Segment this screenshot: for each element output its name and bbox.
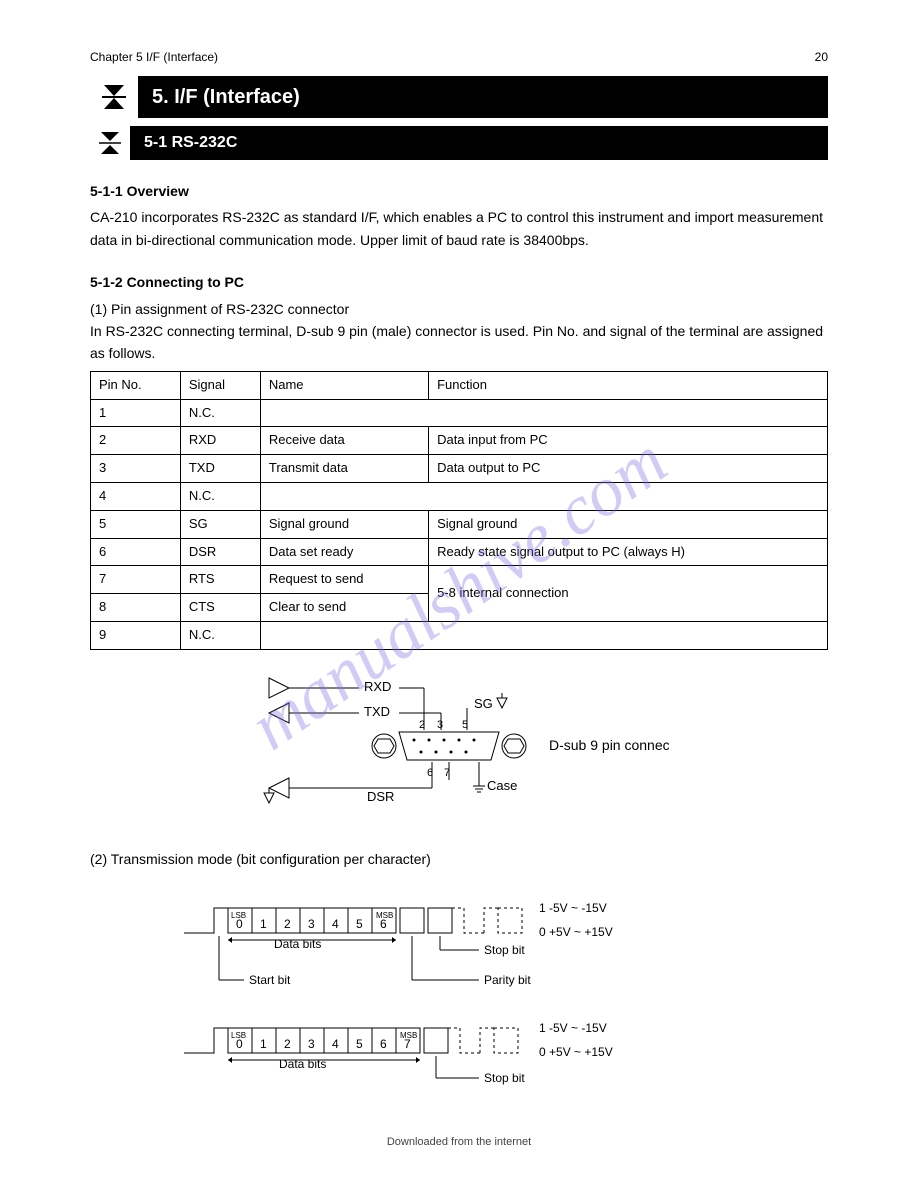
- svg-text:5: 5: [356, 1037, 363, 1051]
- table-row: 4N.C.: [91, 482, 828, 510]
- table-row: 7RTSRequest to send5-8 internal connecti…: [91, 566, 828, 594]
- svg-text:1 -5V ~ -15V: 1 -5V ~ -15V: [539, 901, 607, 915]
- svg-text:2: 2: [284, 1037, 291, 1051]
- svg-text:Data bits: Data bits: [274, 937, 321, 951]
- svg-text:Stop bit: Stop bit: [484, 943, 525, 957]
- svg-text:3: 3: [308, 917, 315, 931]
- dsub-figure: RXD TXD SG 235 67 DSR Case: [90, 668, 828, 834]
- svg-text:5: 5: [356, 917, 363, 931]
- pin-table: Pin No. Signal Name Function 1N.C.2RXDRe…: [90, 371, 828, 650]
- svg-text:1: 1: [260, 1037, 267, 1051]
- page-number-top: 20: [815, 50, 828, 64]
- heading-section-bar: 5-1 RS-232C: [90, 126, 828, 160]
- pin-assign-body: In RS-232C connecting terminal, D-sub 9 …: [90, 320, 828, 365]
- svg-text:Start bit: Start bit: [249, 973, 291, 987]
- svg-text:Parity bit: Parity bit: [484, 973, 531, 987]
- svg-text:2: 2: [284, 917, 291, 931]
- svg-text:7: 7: [404, 1037, 411, 1051]
- svg-text:3: 3: [308, 1037, 315, 1051]
- svg-text:1 -5V ~ -15V: 1 -5V ~ -15V: [539, 1021, 607, 1035]
- timing-figure: LSBMSB 0123456 1 -5V ~ -15V 0 +5V ~ +15V…: [90, 888, 828, 1124]
- svg-text:6: 6: [380, 1037, 387, 1051]
- svg-text:5: 5: [462, 719, 468, 731]
- down-arrow-icon: [90, 126, 130, 160]
- heading-chapter-bar: 5. I/F (Interface): [90, 76, 828, 118]
- pin-table-body: 1N.C.2RXDReceive dataData input from PC3…: [91, 399, 828, 649]
- overview-body: CA-210 incorporates RS-232C as standard …: [90, 206, 828, 251]
- table-row: 9N.C.: [91, 621, 828, 649]
- svg-text:0 +5V ~ +15V: 0 +5V ~ +15V: [539, 925, 613, 939]
- heading-section-title: 5-1 RS-232C: [130, 134, 237, 152]
- svg-text:RXD: RXD: [364, 679, 391, 694]
- svg-text:Case: Case: [487, 778, 517, 793]
- svg-text:SG: SG: [474, 696, 493, 711]
- svg-text:DSR: DSR: [367, 789, 394, 804]
- svg-text:4: 4: [332, 1037, 339, 1051]
- connection-heading: 5-1-2 Connecting to PC: [90, 271, 828, 293]
- table-row: 6DSRData set readyReady state signal out…: [91, 538, 828, 566]
- svg-text:1: 1: [260, 917, 267, 931]
- page-footer: Downloaded from the internet: [0, 1136, 918, 1148]
- table-row: 2RXDReceive dataData input from PC: [91, 427, 828, 455]
- svg-text:0: 0: [236, 917, 243, 931]
- th-signal: Signal: [180, 371, 260, 399]
- th-name: Name: [260, 371, 428, 399]
- svg-text:2: 2: [419, 719, 425, 731]
- svg-text:6: 6: [380, 917, 387, 931]
- table-row: 3TXDTransmit dataData output to PC: [91, 455, 828, 483]
- svg-text:0: 0: [236, 1037, 243, 1051]
- heading-chapter-title: 5. I/F (Interface): [138, 86, 300, 109]
- overview-heading: 5-1-1 Overview: [90, 180, 828, 202]
- svg-text:Stop bit: Stop bit: [484, 1071, 525, 1085]
- dsub-label: D-sub 9 pin connector: [549, 737, 669, 753]
- svg-text:3: 3: [437, 719, 443, 731]
- table-row: 1N.C.: [91, 399, 828, 427]
- svg-text:TXD: TXD: [364, 704, 390, 719]
- table-row: 5SGSignal groundSignal ground: [91, 510, 828, 538]
- pin-assign-subhead: (1) Pin assignment of RS-232C connector: [90, 298, 828, 320]
- th-func: Function: [429, 371, 828, 399]
- th-pin: Pin No.: [91, 371, 181, 399]
- transmission-subhead: (2) Transmission mode (bit configuration…: [90, 848, 828, 870]
- svg-text:4: 4: [332, 917, 339, 931]
- svg-text:Data bits: Data bits: [279, 1057, 326, 1071]
- down-arrow-icon: [90, 76, 138, 118]
- chapter-label: Chapter 5 I/F (Interface): [90, 50, 218, 64]
- svg-text:0 +5V ~ +15V: 0 +5V ~ +15V: [539, 1045, 613, 1059]
